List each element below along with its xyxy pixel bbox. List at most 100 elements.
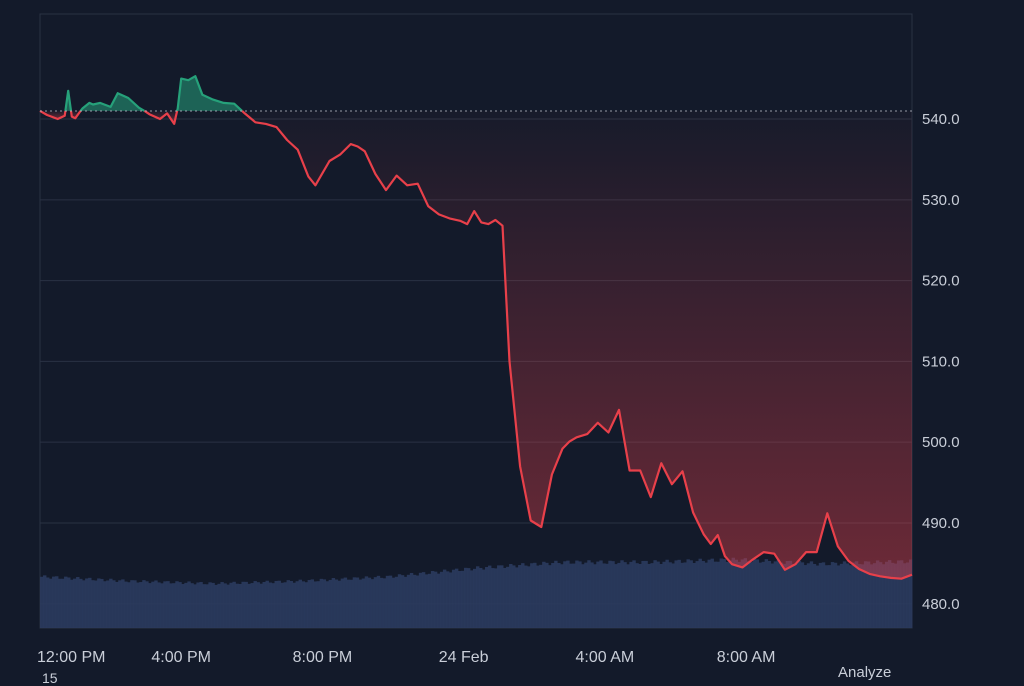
volume-bar xyxy=(346,579,351,628)
volume-bar xyxy=(133,580,137,628)
volume-bar xyxy=(770,563,775,628)
volume-bar xyxy=(602,563,606,628)
volume-bar xyxy=(671,563,675,628)
down-line xyxy=(39,109,67,121)
volume-bar xyxy=(614,564,618,628)
volume-bar xyxy=(590,562,594,628)
volume-bar xyxy=(79,578,83,628)
volume-bar xyxy=(503,567,507,628)
volume-bar xyxy=(190,583,194,628)
volume-bar xyxy=(181,584,185,628)
volume-bar xyxy=(358,579,363,628)
volume-bar xyxy=(256,582,260,628)
volume-bar xyxy=(794,563,799,628)
volume-bar xyxy=(127,582,131,628)
volume-bar xyxy=(373,577,378,628)
volume-bar xyxy=(890,562,895,628)
volume-bar xyxy=(797,560,802,628)
volume-bar xyxy=(448,572,453,628)
volume-bar xyxy=(187,581,191,628)
volume-bar xyxy=(322,579,327,628)
volume-bar xyxy=(488,565,492,628)
volume-bar xyxy=(298,579,302,628)
down-line xyxy=(69,110,82,120)
volume-bar xyxy=(617,562,621,628)
volume-bar xyxy=(665,559,669,628)
volume-bar xyxy=(554,560,558,628)
volume-bar xyxy=(343,577,348,628)
down-area xyxy=(242,110,913,579)
volume-bar xyxy=(67,577,71,628)
volume-bar xyxy=(310,579,315,628)
volume-bar xyxy=(97,578,101,628)
volume-bar xyxy=(352,577,357,628)
volume-bar xyxy=(442,569,447,628)
volume-bar xyxy=(704,562,708,628)
volume-bar xyxy=(409,572,414,628)
x-tick-label: 4:00 AM xyxy=(576,649,635,666)
y-tick-label: 520.0 xyxy=(922,273,960,290)
volume-bar xyxy=(265,580,269,628)
volume-bar xyxy=(698,558,702,628)
volume-bar xyxy=(530,563,534,628)
volume-bar xyxy=(818,562,823,628)
volume-bar xyxy=(872,563,877,628)
volume-bar xyxy=(800,562,805,628)
volume-bar xyxy=(136,582,140,628)
volume-bar xyxy=(244,581,248,628)
x-tick-label: 24 Feb xyxy=(439,649,489,666)
volume-bar xyxy=(406,574,411,628)
volume-bar xyxy=(226,584,230,628)
volume-bar xyxy=(659,563,663,628)
volume-bar xyxy=(500,565,504,628)
volume-bar xyxy=(70,579,74,628)
volume-bar xyxy=(779,562,784,628)
volume-bar xyxy=(788,560,793,628)
volume-bar xyxy=(379,577,384,628)
volume-bar xyxy=(55,576,59,628)
volume-bar xyxy=(337,580,342,628)
volume-bar xyxy=(238,583,242,628)
volume-bar xyxy=(403,576,408,628)
volume-bar xyxy=(827,565,832,628)
volume-bar xyxy=(644,560,648,628)
volume-bar xyxy=(361,578,366,628)
volume-bar xyxy=(824,565,829,628)
analyze-link[interactable]: Analyze xyxy=(838,664,892,681)
volume-bar xyxy=(758,562,763,628)
volume-bar xyxy=(842,561,847,628)
volume-bar xyxy=(103,581,107,628)
volume-bar xyxy=(755,559,760,628)
volume-bar xyxy=(52,576,56,628)
volume-bar xyxy=(145,581,149,628)
volume-bar xyxy=(863,561,868,628)
volume-bar xyxy=(199,582,203,628)
volume-bar xyxy=(178,582,182,628)
volume-bar xyxy=(106,580,110,628)
volume-bar xyxy=(884,561,889,628)
volume-bar xyxy=(683,562,687,628)
volume-bar xyxy=(331,578,336,628)
volume-bar xyxy=(908,559,913,628)
volume-bar xyxy=(878,562,883,628)
x-tick-label: 8:00 AM xyxy=(717,649,776,666)
volume-bar xyxy=(253,581,257,628)
volume-bar xyxy=(767,561,772,628)
volume-bar xyxy=(121,579,125,628)
volume-bar xyxy=(460,570,465,628)
volume-bar xyxy=(551,563,555,628)
volume-bar xyxy=(608,560,612,628)
volume-bar xyxy=(262,581,266,628)
volume-bar xyxy=(118,580,122,628)
volume-bar xyxy=(115,581,119,628)
volume-bar xyxy=(109,578,113,628)
volume-bar xyxy=(689,560,693,628)
volume-bar xyxy=(725,561,729,628)
volume-bar xyxy=(355,577,360,628)
volume-bar xyxy=(899,560,904,628)
volume-bar xyxy=(292,582,296,628)
volume-bar xyxy=(479,567,483,628)
volume-bar xyxy=(412,574,417,628)
volume-bar xyxy=(647,563,651,628)
